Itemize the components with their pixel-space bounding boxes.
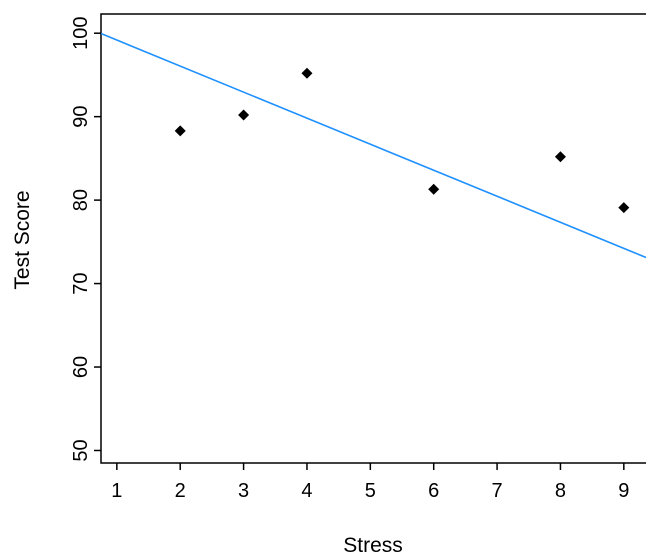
y-tick-label: 70 [70, 272, 92, 294]
y-tick-label: 50 [70, 439, 92, 461]
x-tick-label: 4 [301, 480, 312, 502]
data-points [174, 67, 630, 214]
x-tick-label: 6 [428, 480, 439, 502]
x-tick-label: 8 [555, 480, 566, 502]
x-axis: 1 2 3 4 5 6 7 8 9 [111, 463, 629, 502]
plot-frame [100, 13, 646, 464]
x-tick-label: 5 [365, 480, 376, 502]
data-point [428, 183, 440, 195]
x-tick-label: 9 [618, 480, 629, 502]
y-tick-label: 100 [70, 17, 92, 50]
y-axis: 50 60 70 80 90 100 [70, 17, 101, 462]
regression-line-layer [101, 32, 646, 259]
x-axis-title: Stress [343, 534, 403, 557]
data-point [174, 125, 186, 137]
x-tick-label: 7 [492, 480, 503, 502]
regression-line [101, 32, 646, 259]
data-point [238, 109, 250, 121]
y-axis-title: Test Score [11, 190, 34, 289]
x-tick-label: 2 [175, 480, 186, 502]
data-point [618, 202, 630, 214]
y-tick-label: 60 [70, 356, 92, 378]
x-tick-label: 1 [111, 480, 122, 502]
data-point [554, 151, 566, 163]
y-tick-label: 90 [70, 106, 92, 128]
x-tick-label: 3 [238, 480, 249, 502]
y-tick-label: 80 [70, 189, 92, 211]
plot-border [100, 13, 646, 464]
data-point [301, 67, 313, 79]
